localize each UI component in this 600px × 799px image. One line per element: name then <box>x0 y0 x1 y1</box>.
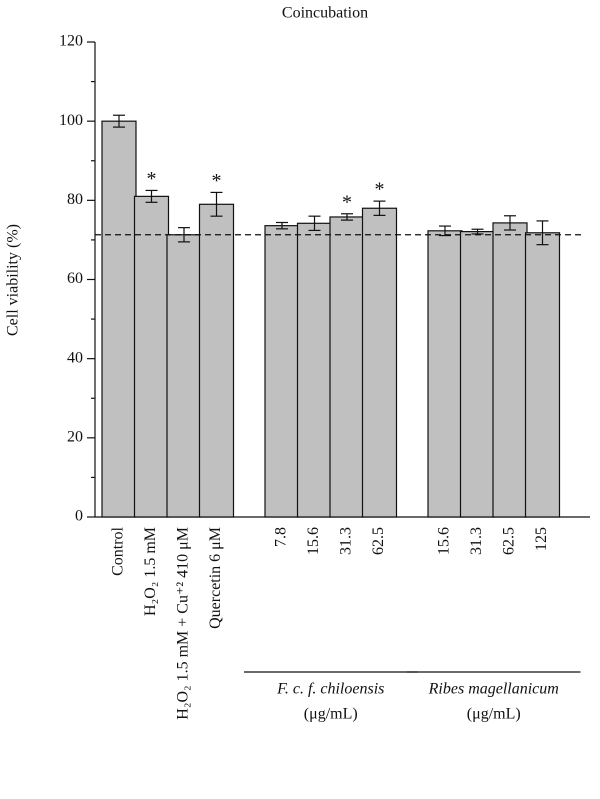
significance-mark: * <box>212 170 222 192</box>
bar <box>361 207 398 518</box>
x-tick-label: Control <box>110 526 127 575</box>
x-tick-label: 125 <box>533 527 550 551</box>
y-tick-label: 60 <box>67 270 83 287</box>
bar <box>296 222 333 518</box>
group-label: Ribes magellanicum <box>428 681 559 698</box>
group-unit: (μg/mL) <box>304 706 358 723</box>
x-tick-label: 31.3 <box>338 527 355 555</box>
x-tick-label: 62.5 <box>370 527 387 555</box>
bar <box>427 230 463 518</box>
bar <box>459 231 496 518</box>
chart-title: Coincubation <box>282 5 368 22</box>
x-tick-label: 62.5 <box>501 527 518 555</box>
group-unit: (μg/mL) <box>467 706 521 723</box>
bar <box>492 222 528 518</box>
bar <box>524 232 561 518</box>
significance-mark: * <box>375 179 385 201</box>
x-tick-label: H₂O₂ 1.5 mM <box>142 527 159 616</box>
y-tick-label: 100 <box>59 112 83 129</box>
bar <box>166 234 202 518</box>
x-tick-label: H₂O₂ 1.5 mM + Cu⁺² 410 μM <box>175 527 192 720</box>
x-tick-label: 15.6 <box>305 527 322 555</box>
bar <box>329 216 365 518</box>
bar <box>133 195 170 518</box>
x-tick-label: Quercetin 6 μM <box>207 527 224 629</box>
x-tick-label: 31.3 <box>468 527 485 555</box>
y-tick-label: 0 <box>75 508 83 525</box>
y-tick-label: 80 <box>67 191 83 208</box>
bar <box>198 203 235 518</box>
x-tick-label: 7.8 <box>273 527 290 547</box>
y-tick-label: 40 <box>67 349 83 366</box>
group-label: F. c. f. chiloensis <box>276 681 384 698</box>
x-tick-label: 15.6 <box>436 527 453 555</box>
significance-mark: * <box>147 168 157 190</box>
y-tick-label: 20 <box>67 429 83 446</box>
bar <box>264 225 300 518</box>
y-axis-label: Cell viability (%) <box>5 224 22 336</box>
bar <box>101 120 137 518</box>
y-tick-label: 120 <box>59 33 83 50</box>
significance-mark: * <box>342 191 352 213</box>
